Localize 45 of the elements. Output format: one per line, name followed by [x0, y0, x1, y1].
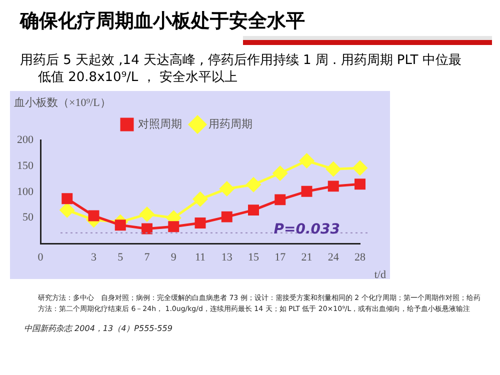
point — [60, 202, 74, 218]
x-tick-label: 5 — [118, 251, 124, 264]
point — [328, 180, 339, 192]
point — [142, 223, 152, 234]
point — [300, 153, 314, 168]
point — [352, 160, 368, 176]
x-tick-label: 21 — [301, 251, 312, 264]
annotation: P=0.033 — [274, 221, 340, 238]
x-tick-label: 11 — [194, 251, 206, 264]
point — [168, 220, 180, 232]
point — [301, 186, 312, 197]
x-tick-label: 17 — [274, 251, 286, 264]
point — [272, 166, 288, 180]
x-tick-label: 24 — [328, 251, 340, 264]
point — [246, 177, 261, 192]
point — [62, 192, 73, 204]
y-axis-title: 血小板数（×10⁹/L） — [14, 96, 111, 109]
x-tick-label: 13 — [221, 251, 233, 264]
text: 中国新药杂志 2004，13（4）P555-559 — [24, 323, 174, 336]
point — [194, 217, 206, 228]
chart-title: 确保化疗周期血小板处于安全水平 — [20, 9, 306, 34]
x-tick-label: 3 — [91, 251, 97, 264]
point — [88, 210, 100, 222]
point — [221, 211, 232, 222]
point — [114, 219, 126, 230]
x-tick-label: 15 — [248, 251, 260, 264]
chart-subtitle: 用药后 5 天起效 ,14 天达高峰 , 停药后作用持续 1 周 . 用药周期 PLT 中位最低值 20.8x10⁹/L ， 安全水平以上 — [20, 53, 462, 87]
point — [193, 192, 208, 206]
legend-label: 用药周期 — [208, 117, 252, 130]
y-tick-label: 50 — [22, 212, 34, 224]
point — [248, 204, 259, 216]
point — [274, 194, 286, 205]
point — [326, 162, 341, 176]
point — [140, 206, 154, 222]
point — [354, 178, 366, 190]
x-tick-label: 28 — [354, 251, 366, 264]
y-tick-label: 200 — [17, 134, 34, 146]
y-tick-label: 150 — [17, 160, 34, 172]
legend-label: 对照周期 — [138, 117, 182, 130]
x-tick-label: 7 — [144, 251, 150, 264]
x-tick-label: 9 — [170, 251, 177, 264]
x-axis-title: t/d — [374, 268, 386, 281]
point — [220, 181, 234, 196]
x-tick-label: 0 — [38, 251, 44, 264]
y-tick-label: 100 — [17, 186, 34, 198]
